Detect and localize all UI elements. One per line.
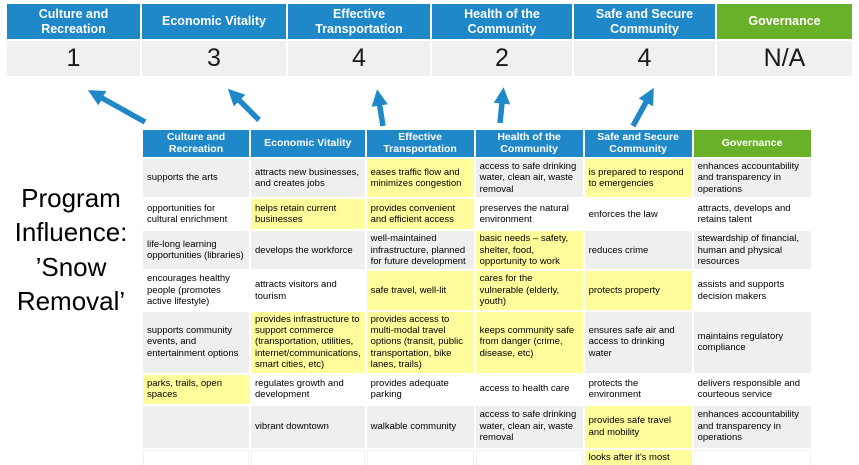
matrix-cell: protects property [584, 271, 692, 310]
matrix-cell: supports the arts [143, 159, 249, 198]
matrix-cell: supports community events, and entertain… [143, 311, 249, 373]
matrix-row: looks after it's most vulnerable [143, 449, 811, 465]
matrix-cell [251, 449, 365, 465]
matrix-cell [143, 405, 249, 448]
matrix-column-header: Safe and Secure Community [584, 130, 692, 158]
matrix-column-header: Governance [693, 130, 811, 158]
matrix-cell: provides adequate parking [366, 374, 474, 404]
arrow-icon [493, 87, 511, 124]
matrix-cell: well-maintained infrastructure, planned … [366, 231, 474, 270]
matrix-cell: stewardship of financial, human and phys… [693, 231, 811, 270]
matrix-cell: enhances accountability and transparency… [693, 159, 811, 198]
matrix-cell: provides safe travel and mobility [584, 405, 692, 448]
matrix-cell: parks, trails, open spaces [143, 374, 249, 404]
matrix-row: life-long learning opportunities (librar… [143, 231, 811, 270]
matrix-cell: delivers responsible and courteous servi… [693, 374, 811, 404]
matrix-cell: vibrant downtown [251, 405, 365, 448]
summary-score: 1 [7, 41, 140, 76]
summary-category: Governance [717, 4, 852, 39]
matrix-cell: assists and supports decision makers [693, 271, 811, 310]
matrix-column-header: Culture and Recreation [143, 130, 249, 158]
matrix-row: opportunities for cultural enrichment hel… [143, 199, 811, 230]
matrix-cell [366, 449, 474, 465]
summary-category: Health of the Community [432, 4, 572, 39]
matrix-cell: attracts, develops and retains talent [693, 199, 811, 230]
matrix-row: encourages healthy people (promotes acti… [143, 271, 811, 310]
matrix-cell: walkable community [366, 405, 474, 448]
program-influence-label: Program Influence: ’Snow Removal’ [14, 183, 128, 316]
arrow-icon [371, 89, 388, 127]
matrix-cell: ensures safe air and access to drinking … [584, 311, 692, 373]
matrix-cell: cares for the vulnerable (elderly, youth… [475, 271, 583, 310]
matrix-cell: enhances accountability and transparency… [693, 405, 811, 448]
influence-matrix: Culture and Recreation Economic Vitality E… [141, 128, 813, 465]
matrix-row: supports community events, and entertain… [143, 311, 811, 373]
matrix-row: supports the arts attracts new businesses… [143, 159, 811, 198]
summary-category: Safe and Secure Community [574, 4, 715, 39]
matrix-cell: provides convenient and efficient access [366, 199, 474, 230]
matrix-cell: life-long learning opportunities (librar… [143, 231, 249, 270]
matrix-cell: protects the environment [584, 374, 692, 404]
matrix-cell: helps retain current businesses [251, 199, 365, 230]
matrix-cell: attracts new businesses, and creates job… [251, 159, 365, 198]
matrix-cell: maintains regulatory compliance [693, 311, 811, 373]
summary-category: Economic Vitality [142, 4, 286, 39]
matrix-cell: develops the workforce [251, 231, 365, 270]
matrix-cell [143, 449, 249, 465]
summary-category: Culture and Recreation [7, 4, 140, 39]
summary-category: Effective Transportation [288, 4, 430, 39]
matrix-cell: access to safe drinking water, clean air… [475, 159, 583, 198]
matrix-row: parks, trails, open spaces regulates grow… [143, 374, 811, 404]
matrix-cell: provides access to multi-modal travel op… [366, 311, 474, 373]
summary-score: 4 [574, 41, 715, 76]
matrix-cell: enforces the law [584, 199, 692, 230]
matrix-cell [693, 449, 811, 465]
matrix-cell: keeps community safe from danger (crime,… [475, 311, 583, 373]
matrix-cell [475, 449, 583, 465]
summary-score: N/A [717, 41, 852, 76]
matrix-cell: regulates growth and development [251, 374, 365, 404]
matrix-cell: access to health care [475, 374, 583, 404]
matrix-cell: provides infrastructure to support comme… [251, 311, 365, 373]
summary-category-row: Culture and Recreation Economic Vitality E… [7, 4, 852, 39]
matrix-cell: basic needs – safety, shelter, food, opp… [475, 231, 583, 270]
matrix-column-header: Health of the Community [475, 130, 583, 158]
matrix-cell: access to safe drinking water, clean air… [475, 405, 583, 448]
matrix-cell: attracts visitors and tourism [251, 271, 365, 310]
matrix-cell: safe travel, well-lit [366, 271, 474, 310]
arrow-icon [630, 87, 654, 128]
arrow-icon [227, 88, 261, 122]
matrix-cell: eases traffic flow and minimizes congest… [366, 159, 474, 198]
matrix-cell: reduces crime [584, 231, 692, 270]
matrix-column-header: Economic Vitality [251, 130, 365, 158]
arrow-icon [87, 90, 147, 125]
matrix-cell: preserves the natural environment [475, 199, 583, 230]
matrix-cell: is prepared to respond to emergencies [584, 159, 692, 198]
matrix-cell: opportunities for cultural enrichment [143, 199, 249, 230]
summary-score: 2 [432, 41, 572, 76]
matrix-row: vibrant downtown walkable community access… [143, 405, 811, 448]
matrix-cell: looks after it's most vulnerable [584, 449, 692, 465]
summary-score-row: 1 3 4 2 4 N/A [7, 41, 852, 76]
summary-score: 4 [288, 41, 430, 76]
matrix-cell: encourages healthy people (promotes acti… [143, 271, 249, 310]
summary-score: 3 [142, 41, 286, 76]
matrix-column-header: Effective Transportation [366, 130, 474, 158]
